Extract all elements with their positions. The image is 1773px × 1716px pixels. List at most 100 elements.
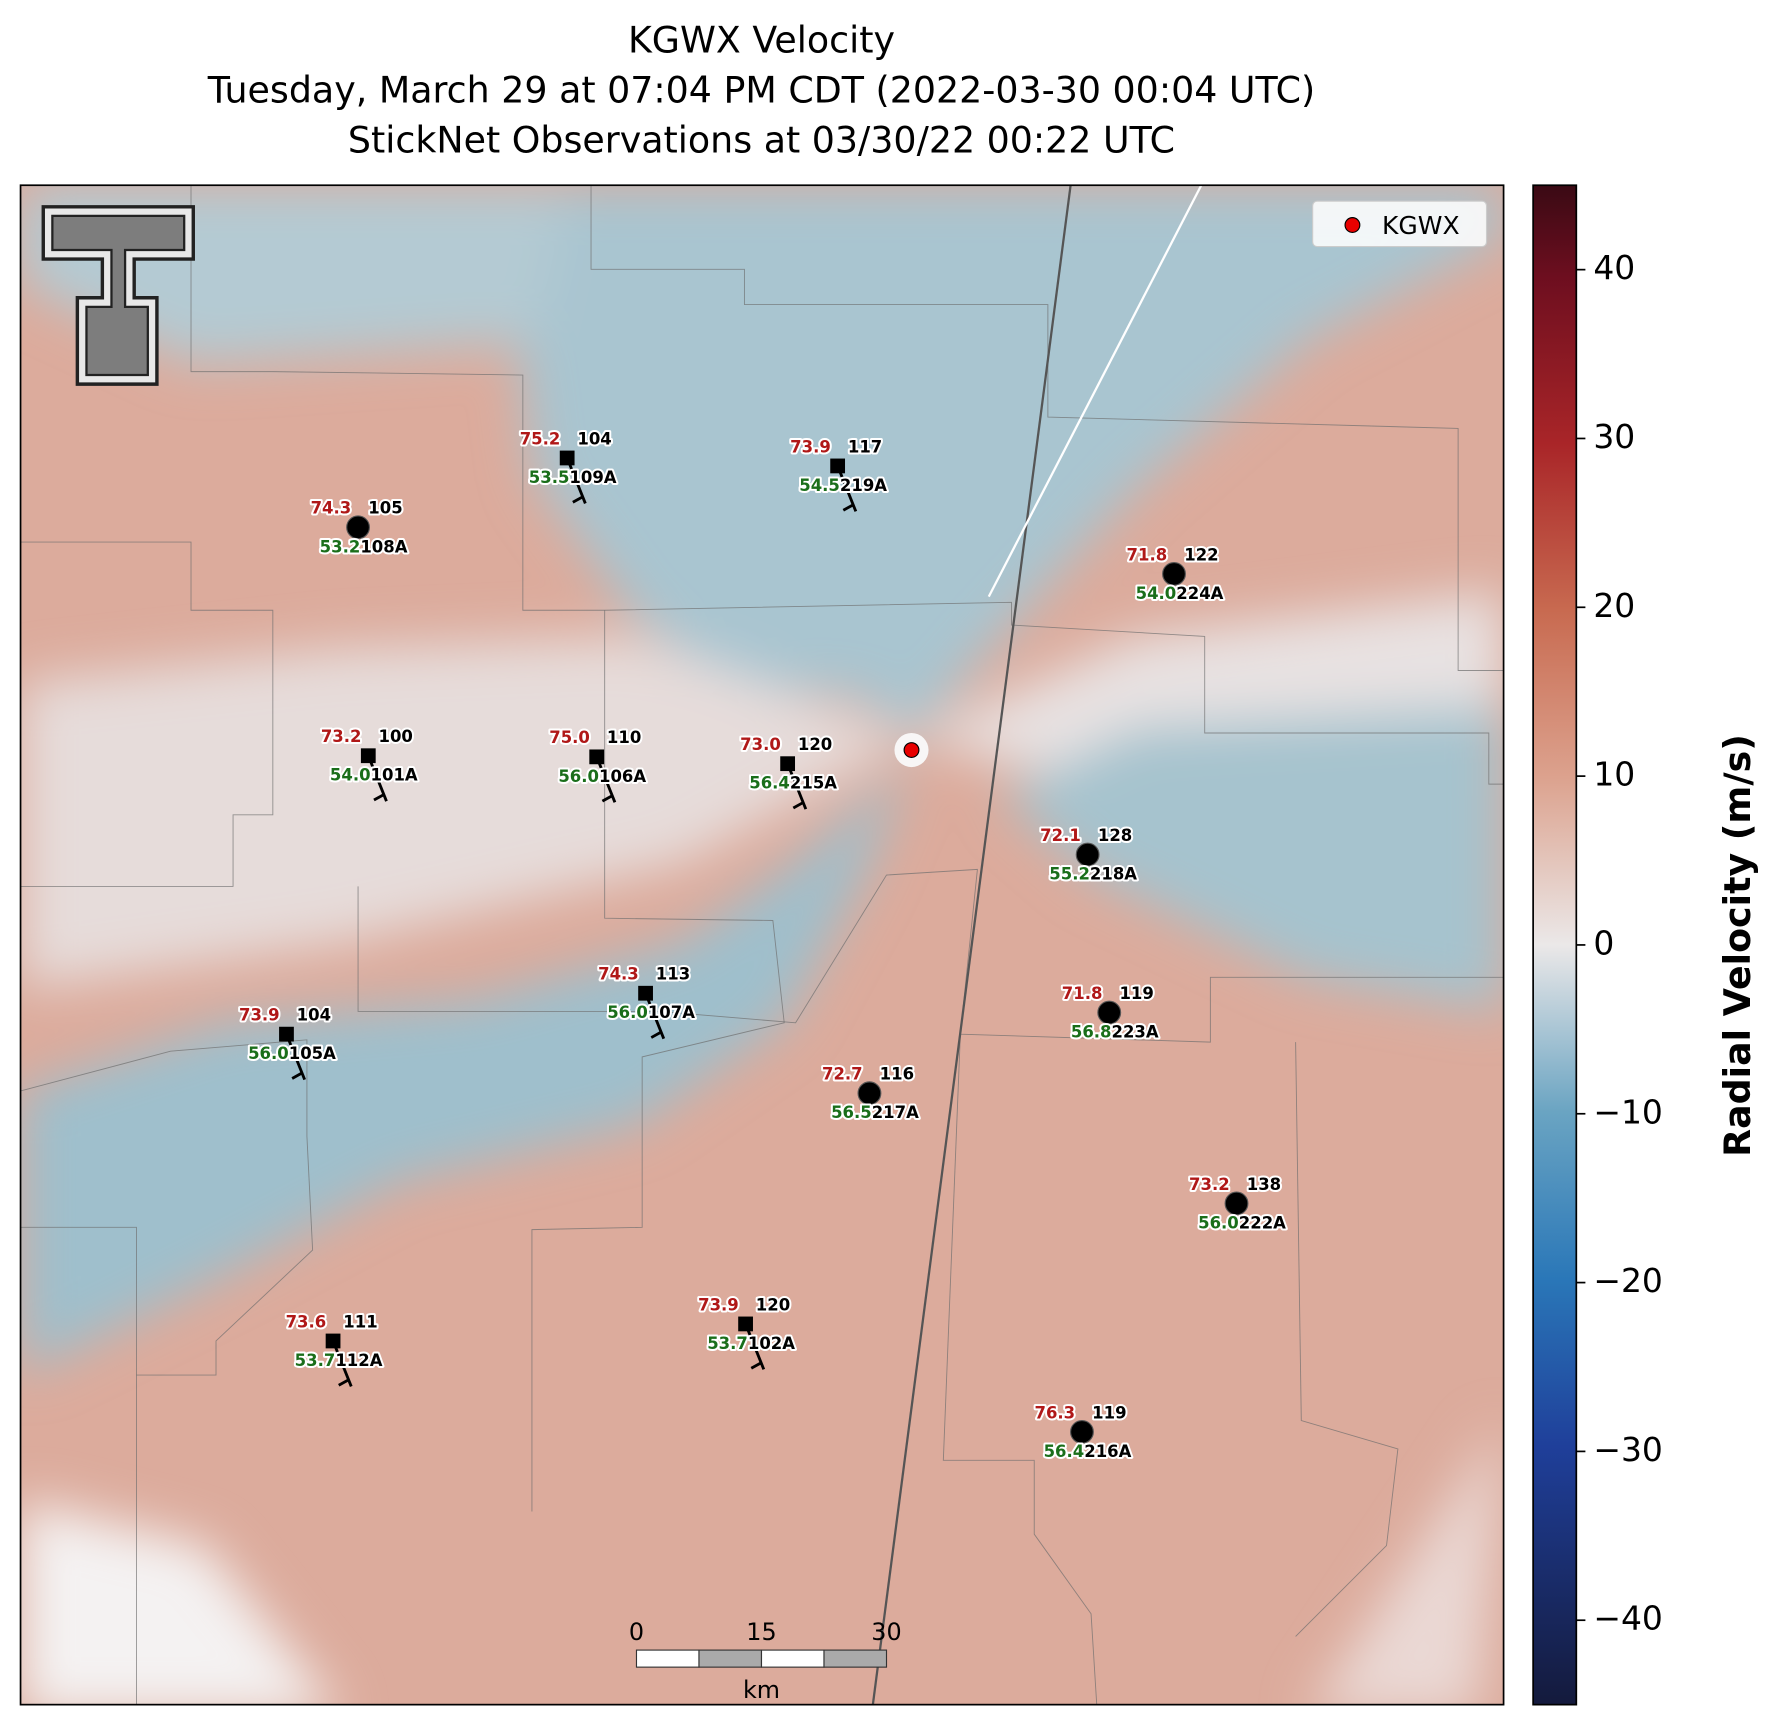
dewpoint: 54.0 [1136, 584, 1177, 603]
station: 73.2 138 56.0 222A [1187, 1173, 1288, 1235]
station-marker [279, 1026, 294, 1042]
station-number: 117 [848, 437, 882, 456]
station-marker [360, 748, 376, 764]
wind-barb-flag [842, 503, 855, 512]
temperature: 73.0 [740, 735, 781, 754]
colorbar-tick-label: −20 [1593, 1261, 1663, 1300]
wind-barb-flag [338, 1378, 350, 1387]
station-number: 122 [1184, 545, 1218, 564]
station-id: 109A [569, 468, 616, 487]
dewpoint: 56.4 [749, 774, 790, 793]
scale-tick-label: 15 [746, 1618, 776, 1646]
legend-box [1312, 200, 1488, 248]
station-id: 222A [1239, 1213, 1286, 1232]
station-number: 104 [577, 429, 611, 448]
county-line [942, 1034, 1098, 1705]
station-marker [1097, 1000, 1122, 1025]
dewpoint: 54.5 [799, 476, 840, 495]
colorbar-tick-label: 40 [1593, 248, 1635, 287]
station: 72.1 128 55.2 218A [1038, 824, 1139, 886]
station: 72.7 116 56.5 217A [820, 1063, 921, 1125]
station-id: 215A [790, 774, 837, 793]
wind-barb-flag [572, 495, 584, 504]
station-id: 218A [1090, 865, 1137, 884]
subtitle: Tuesday, March 29 at 07:04 PM CDT (2022-… [207, 68, 1315, 111]
station-number: 104 [297, 1006, 331, 1025]
county-line [20, 541, 274, 887]
station-marker [638, 985, 653, 1001]
colorbar-tick-label: −10 [1593, 1092, 1663, 1131]
ttu-logo [41, 205, 195, 386]
station-number: 119 [1119, 984, 1153, 1003]
wind-barb-flag [750, 1361, 763, 1370]
county-line [190, 185, 605, 611]
station: 73.9 120 53.7 102A [696, 1293, 797, 1370]
station: 73.9 104 56.0 105A [237, 1004, 338, 1081]
wind-barb-flag [601, 794, 614, 803]
legend-marker [1344, 217, 1361, 233]
station-id: 106A [599, 767, 646, 786]
station-number: 105 [368, 499, 402, 518]
station-marker [857, 1081, 882, 1106]
dewpoint: 56.8 [1071, 1023, 1112, 1042]
title: KGWX Velocity [628, 18, 895, 61]
county-line [357, 868, 1504, 1043]
station-number: 113 [656, 965, 690, 984]
station: 73.0 120 56.4 215A [738, 733, 839, 810]
colorbar-tick-label: −40 [1593, 1599, 1663, 1638]
dewpoint: 56.4 [1044, 1442, 1085, 1461]
radar-site [903, 742, 920, 758]
temperature: 74.3 [311, 499, 352, 518]
station-number: 128 [1098, 826, 1132, 845]
station-number: 119 [1092, 1403, 1126, 1422]
colorbar-tick-label: 0 [1593, 923, 1614, 962]
scale-segment [698, 1649, 763, 1668]
dewpoint: 56.0 [558, 767, 599, 786]
colorbar: Radial Velocity (m/s) −40 −30 −20 −10 0 10 20 3… [1532, 184, 1759, 1706]
radar-map [20, 185, 1504, 1705]
scale-bar: 0 15 30 km [629, 1618, 902, 1704]
temperature: 73.2 [321, 727, 362, 746]
dewpoint: 55.2 [1049, 865, 1090, 884]
station: 75.0 110 56.0 106A [547, 726, 648, 803]
station-number: 138 [1247, 1175, 1281, 1194]
radar-artifact-line [987, 185, 1203, 598]
highway [871, 185, 1072, 1705]
colorbar-tick-label: 30 [1593, 417, 1635, 456]
station-id: 105A [289, 1044, 336, 1063]
station: 76.3 119 56.4 216A [1033, 1401, 1134, 1463]
station-marker [589, 749, 605, 765]
dewpoint: 56.0 [607, 1003, 648, 1022]
station-marker [559, 450, 575, 466]
colorbar-tick-label: 20 [1593, 586, 1635, 625]
temperature: 73.9 [790, 437, 831, 456]
station: 74.3 105 53.2 108A [309, 497, 410, 559]
station: 73.2 100 54.0 101A [319, 725, 420, 802]
temperature: 71.8 [1062, 984, 1103, 1003]
station-number: 100 [379, 727, 413, 746]
colorbar-tick-label: 10 [1593, 755, 1635, 794]
scale-unit: km [743, 1676, 780, 1704]
wind-barb-flag [650, 1030, 663, 1039]
map-frame [19, 184, 1505, 1706]
station: 73.9 117 54.5 219A [788, 435, 889, 512]
colorbar-gradient [1532, 184, 1578, 1706]
dewpoint: 54.0 [330, 766, 371, 785]
temperature: 74.3 [598, 965, 639, 984]
station-number: 116 [880, 1065, 914, 1084]
colorbar-label: Radial Velocity (m/s) [1716, 734, 1759, 1157]
temperature: 75.2 [520, 429, 561, 448]
temperature: 73.9 [239, 1006, 280, 1025]
station-marker [780, 756, 796, 772]
scale-segment [760, 1649, 825, 1668]
county-line [20, 1226, 137, 1705]
scale-segment [635, 1649, 700, 1668]
station: 73.6 111 53.7 112A [284, 1310, 385, 1387]
station-marker [738, 1316, 753, 1332]
station-id: 219A [840, 476, 887, 495]
wind-barb-flag [792, 801, 805, 810]
station-marker [346, 515, 370, 540]
station-id: 223A [1112, 1023, 1159, 1042]
wind-barb-flag [373, 793, 385, 802]
